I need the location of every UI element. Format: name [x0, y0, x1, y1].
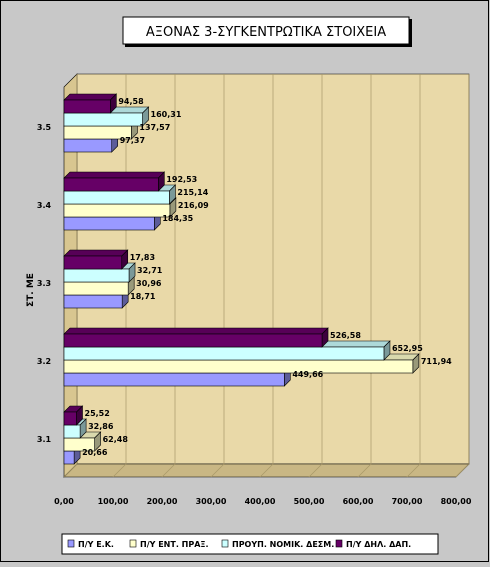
title-box — [122, 16, 410, 45]
bar — [63, 405, 84, 426]
data-label: 97,37 — [120, 136, 145, 145]
gridline-floor — [161, 463, 176, 478]
x-tick-label: 700,00 — [392, 497, 423, 506]
y-axis-label: ΣΤ. ΜΕ — [26, 273, 36, 307]
bar — [63, 327, 329, 348]
gridline-floor — [357, 463, 372, 478]
gridline-floor — [63, 463, 78, 478]
bar-front — [63, 424, 81, 439]
bar-front — [63, 411, 77, 426]
data-label: 32,71 — [137, 266, 163, 275]
data-label: 62,48 — [103, 435, 129, 444]
bar — [63, 93, 118, 114]
x-tick-label: 300,00 — [196, 497, 227, 506]
data-label: 25,52 — [85, 409, 110, 418]
bar — [63, 171, 166, 192]
bars — [63, 93, 420, 465]
data-label: 215,14 — [177, 188, 208, 197]
data-label: 160,31 — [151, 110, 182, 119]
bar-front — [63, 333, 323, 348]
bar-front — [63, 99, 111, 114]
bar — [63, 249, 129, 270]
gridline-floor — [112, 463, 127, 478]
gridline-floor — [210, 463, 225, 478]
legend-swatch — [221, 539, 229, 548]
category-label: 3.3 — [37, 279, 51, 288]
title-box-shadow — [125, 44, 411, 47]
value-axis-labels: 0,00 100,00 200,00 300,00 400,00 500,00 600,00… — [54, 497, 472, 506]
bar-front — [63, 281, 129, 296]
data-label: 30,96 — [136, 279, 162, 288]
legend-swatch — [335, 539, 343, 548]
bar-front — [63, 359, 414, 374]
gridline-floor — [406, 463, 421, 478]
category-label: 3.4 — [37, 201, 52, 210]
category-label: 3.5 — [37, 123, 52, 132]
x-tick-label: 200,00 — [147, 497, 178, 506]
bar-front — [63, 216, 155, 231]
bar-front — [63, 190, 170, 205]
legend-entry: Π/Υ ΔΗΛ. ΔΑΠ. — [346, 540, 411, 549]
bar-top — [63, 249, 129, 257]
bar-front — [63, 177, 159, 192]
legend-swatch — [129, 539, 137, 548]
data-label: 184,35 — [162, 214, 193, 223]
legend-entry: ΠΡΟΥΠ. ΝΟΜΙΚ. ΔΕΣΜ. — [232, 540, 334, 549]
bar-front — [63, 294, 123, 309]
data-label: 20,66 — [82, 448, 108, 457]
data-label: 32,86 — [88, 422, 114, 431]
legend-entry: Π/Υ Ε.Κ. — [78, 540, 114, 549]
x-tick-label: 500,00 — [294, 497, 325, 506]
bar-front — [63, 268, 130, 283]
x-tick-label: 800,00 — [441, 497, 472, 506]
data-label: 216,09 — [178, 201, 209, 210]
gridline-floor — [259, 463, 274, 478]
legend: Π/Υ Ε.Κ. Π/Υ ΕΝΤ. ΠΡΑΞ. ΠΡΟΥΠ. ΝΟΜΙΚ. ΔΕΣΜ… — [61, 533, 439, 555]
gridline-floor — [455, 463, 470, 478]
data-labels: 20,66 62,48 32,86 25,52 449,66 711,94 652,95 52… — [82, 97, 452, 457]
data-label: 94,58 — [118, 97, 144, 106]
data-label: 711,94 — [421, 357, 452, 366]
bar-top — [63, 93, 118, 101]
category-axis-labels: 3.1 3.2 3.3 3.4 3.5 — [37, 123, 52, 444]
legend-swatch — [67, 539, 75, 548]
bar-front — [63, 255, 123, 270]
data-label: 137,57 — [139, 123, 170, 132]
x-tick-label: 100,00 — [98, 497, 129, 506]
bar-top — [63, 327, 329, 335]
bar-top — [63, 171, 166, 179]
bar-front — [63, 372, 285, 387]
legend-box — [61, 533, 439, 555]
chart-title: ΑΞΟΝΑΣ 3-ΣΥΓΚΕΝΤΡΩΤΙΚΑ ΣΤΟΙΧΕΙΑ — [146, 25, 386, 40]
x-tick-label: 600,00 — [343, 497, 374, 506]
data-label: 526,58 — [330, 331, 361, 340]
data-label: 652,95 — [392, 344, 423, 353]
legend-items: Π/Υ Ε.Κ. Π/Υ ΕΝΤ. ΠΡΑΞ. ΠΡΟΥΠ. ΝΟΜΙΚ. ΔΕΣΜ… — [67, 539, 411, 549]
grid-lines — [63, 74, 470, 478]
bar-front — [63, 346, 385, 361]
data-label: 192,53 — [166, 175, 197, 184]
bar-front — [63, 138, 113, 153]
title-box-shadow-side — [409, 19, 412, 47]
gridline-floor — [308, 463, 323, 478]
data-label: 449,66 — [292, 370, 323, 379]
legend-entry: Π/Υ ΕΝΤ. ΠΡΑΞ. — [140, 540, 208, 549]
bar-front — [63, 203, 171, 218]
x-tick-label: 0,00 — [54, 497, 74, 506]
bar-front — [63, 112, 143, 127]
bar-front — [63, 450, 75, 465]
data-label: 17,83 — [130, 253, 155, 262]
data-label: 18,71 — [130, 292, 156, 301]
category-label: 3.1 — [37, 435, 52, 444]
x-tick-label: 400,00 — [245, 497, 276, 506]
chart-title-box: ΑΞΟΝΑΣ 3-ΣΥΓΚΕΝΤΡΩΤΙΚΑ ΣΤΟΙΧΕΙΑ — [122, 16, 412, 47]
category-label: 3.2 — [37, 357, 51, 366]
